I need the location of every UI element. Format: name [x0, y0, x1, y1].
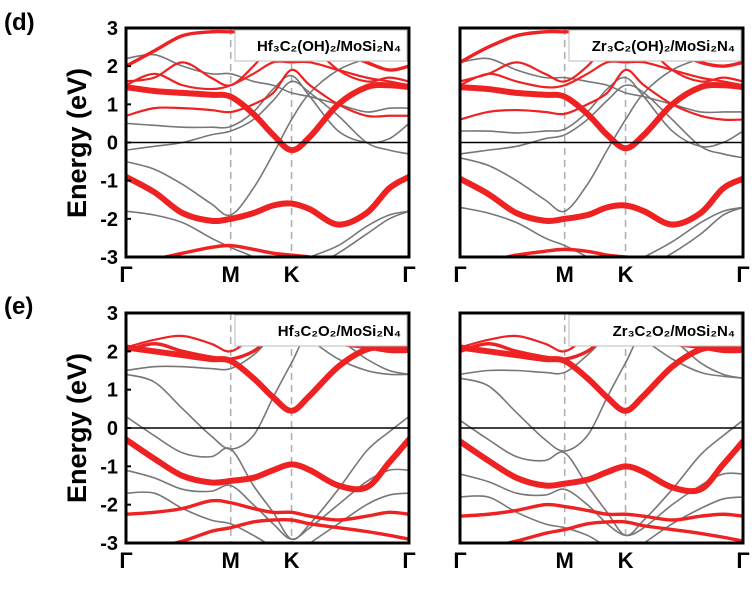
plot-frame: [458, 311, 745, 545]
panel-tag-d: (d): [4, 9, 35, 36]
k-point-label: M: [222, 262, 240, 287]
plot-area: [126, 28, 409, 257]
legend-box: [568, 29, 742, 62]
projected-band-11: [460, 82, 743, 152]
y-axis-label-d: Energy (eV): [62, 68, 92, 218]
projected-band-11: [126, 82, 409, 154]
band-2: [460, 472, 743, 537]
y-tick-label: -2: [100, 495, 118, 517]
y-tick-label: -3: [100, 247, 118, 269]
k-point-label: Γ: [736, 548, 749, 573]
projected-band-10: [460, 60, 743, 89]
y-tick-label: -1: [100, 171, 118, 193]
band-1: [460, 419, 743, 537]
band-5: [307, 210, 409, 257]
band-3: [460, 495, 743, 543]
y-tick-label: 1: [107, 94, 118, 116]
k-point-label: Γ: [119, 262, 132, 287]
legend-box: [234, 314, 408, 347]
y-tick-label: 2: [107, 341, 118, 363]
k-point-label: M: [222, 548, 240, 573]
band-5: [642, 206, 743, 257]
k-point-label: Γ: [402, 548, 415, 573]
plot-area: [460, 28, 743, 257]
legend-label: Zr₃C₂(OH)₂/MoSi₂N₄: [592, 38, 735, 55]
projected-band-9: [155, 243, 323, 257]
legend-box: [234, 29, 408, 62]
band-1: [460, 206, 743, 257]
k-point-label: M: [556, 548, 574, 573]
k-point-label: K: [618, 262, 634, 287]
band-2: [126, 468, 409, 540]
projected-band-7: [126, 498, 409, 522]
y-tick-label: -2: [100, 209, 118, 231]
k-point-label: K: [618, 548, 634, 573]
y-tick-label: 0: [107, 418, 118, 440]
projected-band-9: [498, 247, 642, 257]
band-3: [126, 53, 409, 113]
projected-band-12: [460, 175, 743, 228]
legend-box: [568, 314, 742, 347]
k-point-label: Γ: [453, 548, 466, 573]
y-tick-label: -1: [100, 456, 118, 478]
projected-band-10: [126, 436, 409, 493]
panel-tag-e: (e): [4, 293, 33, 320]
y-tick-label: 0: [107, 133, 118, 155]
k-point-label: K: [284, 262, 300, 287]
projected-band-10: [126, 60, 409, 91]
band-panel-3: Zr₃C₂O₂/MoSi₂N₄ Γ M K Γ: [453, 311, 750, 573]
projected-band-8: [126, 68, 409, 118]
band-4: [460, 84, 743, 159]
band-3: [460, 57, 743, 114]
legend-label: Hf₃C₂(OH)₂/MoSi₂N₄: [257, 38, 401, 55]
projected-band-8: [460, 68, 743, 121]
k-point-label: Γ: [453, 262, 466, 287]
k-point-label: K: [284, 548, 300, 573]
projected-band-10: [460, 438, 743, 495]
y-tick-label: -3: [100, 533, 118, 555]
band-1: [126, 210, 409, 257]
k-point-label: M: [556, 262, 574, 287]
band-panel-1: Zr₃C₂(OH)₂/MoSi₂N₄ Γ M K Γ: [453, 26, 750, 287]
k-point-label: Γ: [119, 548, 132, 573]
legend-label: Hf₃C₂O₂/MoSi₂N₄: [278, 323, 401, 340]
y-tick-label: 3: [107, 303, 118, 325]
projected-band-12: [126, 173, 409, 228]
band-3: [126, 491, 409, 543]
y-axis-label-e: Energy (eV): [62, 353, 92, 503]
projected-band-8: [166, 517, 409, 543]
y-tick-label: 1: [107, 380, 118, 402]
plot-frame: [458, 26, 745, 259]
projected-band-8: [499, 519, 743, 543]
y-tick-label: 3: [107, 18, 118, 40]
legend-label: Zr₃C₂O₂/MoSi₂N₄: [613, 323, 735, 340]
projected-band-9: [126, 344, 409, 414]
y-tick-label: 2: [107, 56, 118, 78]
k-point-label: Γ: [736, 262, 749, 287]
projected-band-7: [460, 502, 743, 522]
k-point-label: Γ: [402, 262, 415, 287]
projected-band-9: [460, 344, 743, 414]
